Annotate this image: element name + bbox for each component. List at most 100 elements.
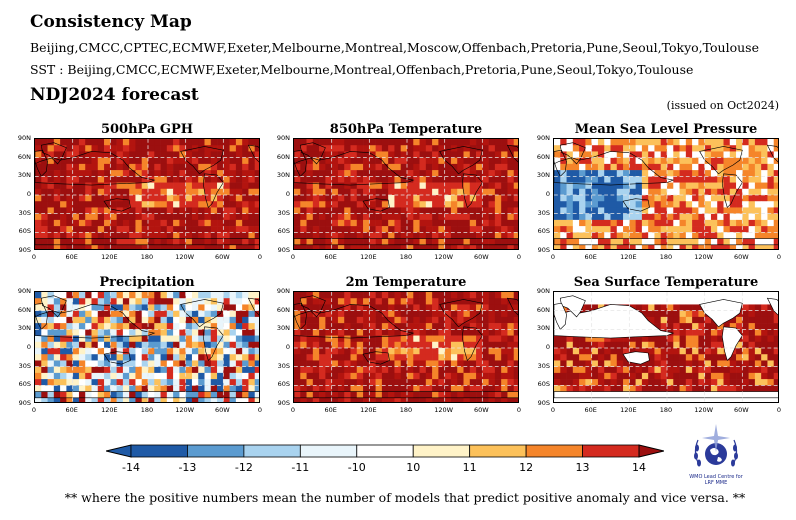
lat-tick-label: 90S	[277, 399, 290, 407]
lat-tick-label: 0	[285, 190, 290, 198]
lat-tick-label: 0	[26, 190, 31, 198]
colorbar-swatch	[130, 444, 188, 458]
map-field	[554, 139, 778, 249]
lon-tick-label: 60E	[584, 406, 597, 414]
lon-tick-label: 60E	[65, 406, 78, 414]
colorbar-swatch	[525, 444, 583, 458]
colorbar-tick-label: -11	[291, 461, 310, 474]
lon-tick-label: 60W	[733, 406, 749, 414]
lon-tick-label: 120E	[101, 406, 118, 414]
lon-tick-label: 60W	[214, 253, 230, 261]
logo-caption-line2: LRF MME	[704, 480, 728, 486]
map-panel	[293, 138, 519, 250]
lon-tick-label: 0	[550, 253, 556, 261]
map-field	[554, 292, 778, 402]
lon-tick-label: 0	[31, 253, 37, 261]
lon-tick-label: 120W	[694, 253, 714, 261]
lon-tick-label: 60W	[214, 406, 230, 414]
lat-tick-label: 90N	[17, 287, 31, 295]
map-field	[294, 139, 518, 249]
map-panel	[34, 138, 260, 250]
logo-caption-line1: WMO Lead Centre for	[689, 474, 743, 480]
logo-caption: WMO Lead Centre for LRF MME	[676, 474, 756, 486]
lat-tick-label: 90S	[537, 399, 550, 407]
panel-title: Precipitation	[99, 275, 195, 290]
map-panel	[293, 291, 519, 403]
colorbar-tick-label: 14	[632, 461, 646, 474]
page-title: Consistency Map	[30, 12, 192, 32]
colorbar-tick-label: 12	[519, 461, 534, 474]
lon-tick-label: 0	[290, 253, 296, 261]
lon-tick-label: 120W	[175, 406, 195, 414]
map-panel	[34, 291, 260, 403]
models-list: Beijing,CMCC,CPTEC,ECMWF,Exeter,Melbourn…	[30, 40, 759, 55]
colorbar-tick-label: 11	[462, 461, 477, 474]
lat-tick-label: 60S	[18, 227, 31, 236]
colorbar-extend-low	[106, 444, 132, 458]
lon-tick-label: 60E	[324, 406, 337, 414]
lat-tick-label: 0	[545, 190, 550, 198]
colorbar-swatch	[356, 444, 414, 458]
lon-tick-label: 0	[516, 406, 522, 414]
lon-tick-label: 0	[257, 406, 263, 414]
lat-tick-label: 30S	[18, 361, 31, 370]
lon-tick-label: 0	[257, 253, 263, 261]
colorbar-extend-high	[638, 444, 664, 458]
panel-title: 500hPa GPH	[100, 122, 194, 137]
lat-tick-label: 30N	[276, 324, 290, 333]
map-panel	[553, 291, 779, 403]
lat-tick-label: 60S	[277, 227, 290, 236]
lon-tick-label: 180	[140, 253, 154, 261]
lon-tick-label: 0	[776, 406, 782, 414]
lat-tick-label: 0	[26, 343, 31, 351]
sst-models-list: SST : Beijing,CMCC,ECMWF,Exeter,Melbourn…	[30, 62, 694, 77]
lon-tick-label: 0	[516, 253, 522, 261]
panel-title: 2m Temperature	[345, 275, 467, 290]
lat-tick-label: 60N	[276, 305, 290, 314]
lon-tick-label: 120E	[360, 406, 377, 414]
lon-tick-label: 180	[399, 406, 413, 414]
lat-tick-label: 60N	[17, 152, 31, 161]
lat-tick-label: 30S	[277, 361, 290, 370]
lat-tick-label: 30N	[17, 324, 31, 333]
colorbar-swatch	[299, 444, 358, 458]
issued-date: (issued on Oct2024)	[666, 99, 779, 112]
panel-title: 850hPa Temperature	[329, 122, 483, 137]
lat-tick-label: 90S	[18, 246, 31, 254]
lat-tick-label: 60S	[277, 380, 290, 389]
lon-tick-label: 180	[399, 253, 413, 261]
lat-tick-label: 60S	[537, 227, 550, 236]
lat-tick-label: 30S	[537, 361, 550, 370]
lat-tick-label: 0	[545, 343, 550, 351]
lon-tick-label: 0	[31, 406, 37, 414]
forecast-period: NDJ2024 forecast	[30, 85, 199, 105]
map-field	[35, 139, 259, 249]
lat-tick-label: 90N	[17, 134, 31, 142]
footnote: ** where the positive numbers mean the n…	[64, 490, 746, 505]
colorbar-tick-label: -10	[347, 461, 366, 474]
wmo-logo-icon	[694, 424, 738, 467]
lat-tick-label: 90S	[537, 246, 550, 254]
lon-tick-label: 120E	[620, 253, 637, 261]
lat-tick-label: 60N	[536, 152, 550, 161]
lat-tick-label: 30N	[536, 171, 550, 180]
lon-tick-label: 60W	[733, 253, 749, 261]
lon-tick-label: 120W	[175, 253, 195, 261]
lat-tick-label: 30S	[537, 208, 550, 217]
panel-title: Mean Sea Level Pressure	[574, 122, 758, 137]
colorbar-tick-label: 10	[406, 461, 421, 474]
colorbar-tick-label: -12	[234, 461, 253, 474]
map-field	[35, 292, 259, 402]
lat-tick-label: 90S	[277, 246, 290, 254]
lat-tick-label: 60S	[18, 380, 31, 389]
lat-tick-label: 30N	[276, 171, 290, 180]
map-field	[294, 292, 518, 402]
lon-tick-label: 120W	[694, 406, 714, 414]
lat-tick-label: 90S	[18, 399, 31, 407]
lon-tick-label: 0	[550, 406, 556, 414]
lat-tick-label: 30S	[18, 208, 31, 217]
colorbar-swatch	[243, 444, 301, 458]
lon-tick-label: 60W	[473, 406, 489, 414]
lon-tick-label: 120E	[101, 253, 118, 261]
lat-tick-label: 60N	[276, 152, 290, 161]
